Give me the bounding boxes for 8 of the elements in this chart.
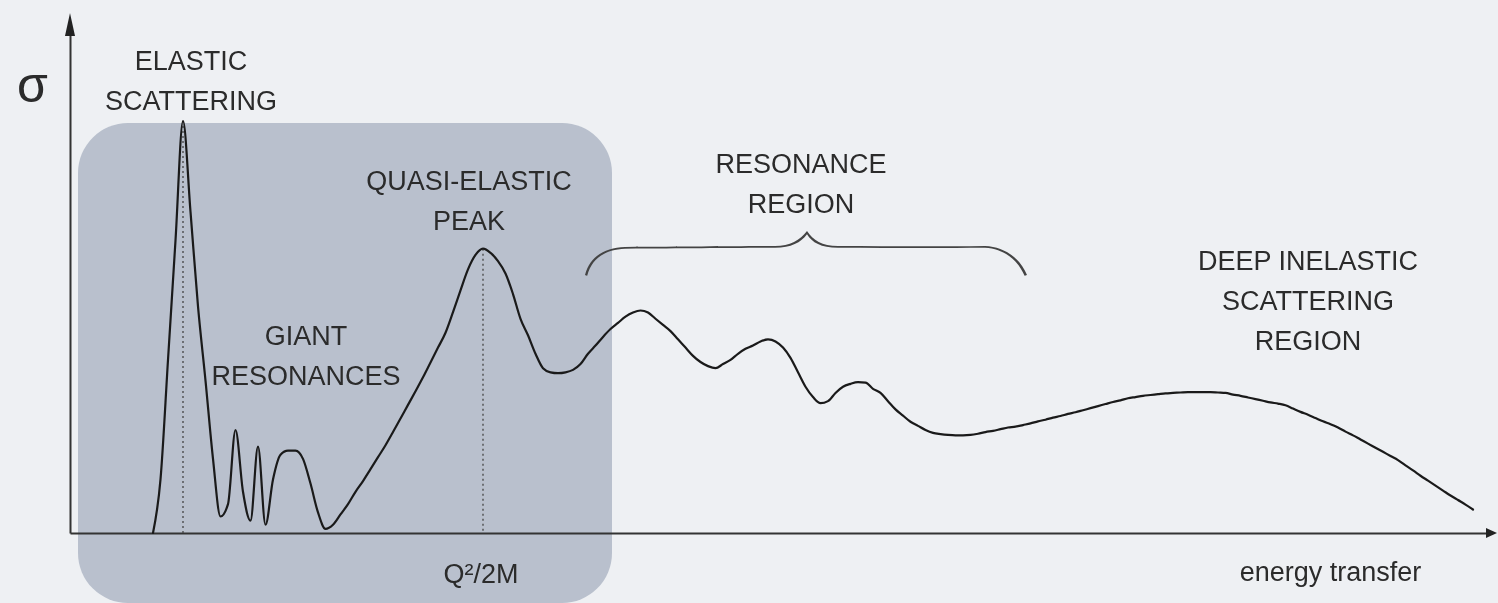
annotation: DEEP INELASTIC SCATTERING REGION — [1197, 246, 1419, 356]
x-axis-title: energy transfer — [1239, 556, 1422, 587]
annotation: QUASI-ELASTIC PEAK — [366, 166, 572, 236]
y-axis-title: σ — [17, 56, 49, 113]
text: Q²/2M — [443, 559, 519, 589]
annotation: GIANT RESONANCES — [211, 321, 401, 391]
text: ELASTIC SCATTERING — [104, 46, 278, 116]
annotation: RESONANCE REGION — [715, 149, 887, 219]
